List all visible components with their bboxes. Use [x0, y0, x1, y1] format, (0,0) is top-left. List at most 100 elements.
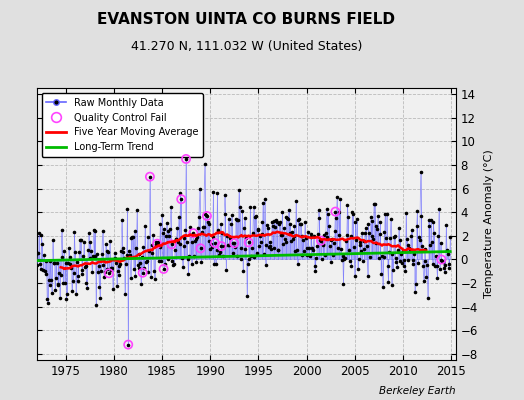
Point: [326, 258, 335, 265]
Point: [271, 224, 279, 230]
Point: [203, 213, 211, 219]
Point: [148, 242, 157, 248]
Point: [277, 231, 286, 238]
Point: [195, 214, 203, 220]
Point: [322, 206, 331, 212]
Point: [75, 249, 83, 256]
Point: [225, 242, 234, 248]
Point: [89, 253, 97, 259]
Point: [221, 192, 229, 198]
Point: [158, 212, 166, 218]
Point: [339, 281, 347, 287]
Point: [283, 214, 291, 221]
Point: [63, 291, 71, 298]
Point: [354, 266, 362, 272]
Point: [337, 246, 345, 252]
Point: [111, 255, 119, 261]
Point: [105, 238, 114, 244]
Point: [324, 211, 332, 217]
Point: [121, 290, 129, 297]
Point: [248, 230, 257, 237]
Point: [313, 231, 322, 238]
Point: [161, 261, 169, 267]
Point: [120, 254, 128, 261]
Point: [233, 216, 241, 223]
Point: [262, 242, 270, 248]
Point: [387, 216, 395, 222]
Point: [281, 239, 290, 245]
Point: [378, 252, 386, 259]
Point: [43, 296, 51, 302]
Point: [351, 219, 359, 226]
Point: [407, 232, 415, 239]
Point: [362, 225, 370, 231]
Point: [153, 240, 161, 247]
Point: [277, 232, 285, 238]
Point: [307, 234, 315, 240]
Point: [217, 243, 225, 249]
Point: [347, 262, 356, 269]
Point: [353, 216, 361, 222]
Point: [276, 219, 284, 226]
Point: [375, 231, 384, 238]
Point: [99, 262, 107, 268]
Point: [411, 288, 419, 295]
Point: [391, 233, 399, 240]
Point: [64, 260, 72, 266]
Point: [163, 256, 172, 262]
Point: [45, 277, 53, 283]
Point: [170, 261, 178, 267]
Point: [390, 234, 398, 240]
Point: [442, 222, 451, 228]
Point: [328, 236, 336, 242]
Point: [444, 264, 453, 271]
Point: [150, 268, 158, 274]
Point: [185, 252, 193, 259]
Point: [39, 267, 47, 274]
Point: [91, 228, 100, 234]
Point: [85, 229, 93, 236]
Point: [215, 252, 223, 258]
Point: [117, 248, 125, 254]
Point: [398, 260, 406, 266]
Point: [34, 249, 42, 256]
Point: [295, 216, 303, 222]
Point: [219, 253, 227, 259]
Point: [256, 232, 264, 239]
Point: [419, 263, 427, 270]
Point: [201, 211, 210, 218]
Point: [81, 263, 90, 270]
Point: [403, 236, 411, 242]
Point: [268, 218, 276, 225]
Point: [184, 270, 193, 277]
Point: [350, 244, 358, 250]
Point: [218, 230, 226, 236]
Point: [42, 258, 50, 264]
Point: [245, 239, 253, 246]
Point: [32, 250, 41, 256]
Point: [376, 219, 385, 225]
Point: [254, 226, 263, 233]
Text: 41.270 N, 111.032 W (United States): 41.270 N, 111.032 W (United States): [130, 40, 362, 53]
Point: [303, 244, 311, 251]
Point: [191, 238, 199, 244]
Point: [244, 261, 252, 268]
Point: [384, 262, 392, 269]
Point: [249, 204, 258, 210]
Point: [180, 242, 189, 249]
Point: [196, 245, 205, 252]
Point: [138, 254, 146, 260]
Point: [34, 262, 42, 268]
Point: [320, 232, 329, 238]
Point: [379, 253, 388, 260]
Point: [114, 263, 123, 270]
Point: [134, 262, 142, 268]
Point: [363, 273, 372, 280]
Point: [391, 259, 400, 265]
Point: [200, 160, 209, 167]
Point: [405, 245, 413, 251]
Point: [67, 265, 75, 272]
Point: [105, 270, 113, 276]
Point: [267, 246, 276, 252]
Point: [417, 213, 425, 219]
